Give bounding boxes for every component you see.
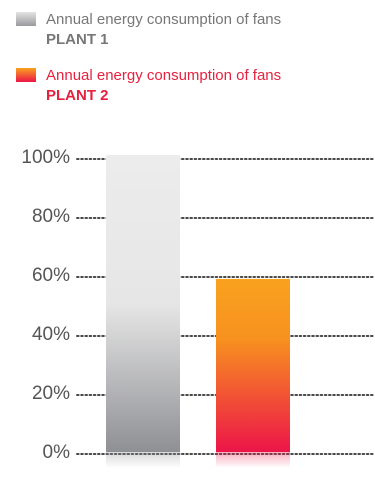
legend-label-plant-1: Annual energy consumption of fans bbox=[46, 11, 282, 28]
bars-layer bbox=[106, 155, 290, 468]
bar-reflection-2 bbox=[216, 452, 290, 468]
bar-plant-1 bbox=[106, 155, 180, 452]
legend-label-plant-2: Annual energy consumption of fans bbox=[46, 67, 282, 84]
bar-reflection-1 bbox=[106, 452, 180, 468]
legend-sublabel-plant-2: PLANT 2 bbox=[46, 87, 109, 104]
y-tick-label-0: 0% bbox=[43, 442, 71, 463]
y-axis-ticks: 0% 20% 40% 60% 80% 100% bbox=[21, 147, 70, 463]
legend-swatch-plant-1 bbox=[16, 12, 36, 26]
legend-text-plant-2: Annual energy consumption of fans PLANT … bbox=[46, 66, 281, 106]
y-tick-label-20: 20% bbox=[32, 383, 70, 404]
legend-swatch-plant-2 bbox=[16, 68, 36, 82]
y-tick-label-100: 100% bbox=[21, 147, 70, 168]
bar-plant-2 bbox=[216, 278, 290, 452]
y-tick-label-40: 40% bbox=[32, 324, 70, 345]
y-tick-label-60: 60% bbox=[32, 265, 70, 286]
legend-text-plant-1: Annual energy consumption of fans PLANT … bbox=[46, 10, 281, 50]
legend-sublabel-plant-1: PLANT 1 bbox=[46, 31, 109, 48]
y-tick-label-80: 80% bbox=[32, 206, 70, 227]
